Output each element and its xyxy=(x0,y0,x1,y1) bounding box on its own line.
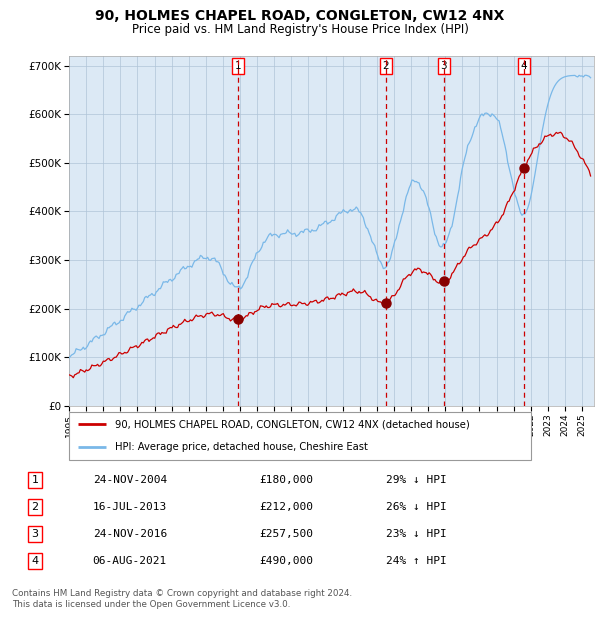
Text: 90, HOLMES CHAPEL ROAD, CONGLETON, CW12 4NX (detached house): 90, HOLMES CHAPEL ROAD, CONGLETON, CW12 … xyxy=(115,419,470,429)
Text: 4: 4 xyxy=(520,61,527,71)
Text: Price paid vs. HM Land Registry's House Price Index (HPI): Price paid vs. HM Land Registry's House … xyxy=(131,23,469,36)
Text: 1: 1 xyxy=(32,475,38,485)
Text: 1: 1 xyxy=(235,61,242,71)
Text: £490,000: £490,000 xyxy=(260,556,314,566)
Text: 24% ↑ HPI: 24% ↑ HPI xyxy=(386,556,447,566)
Text: £180,000: £180,000 xyxy=(260,475,314,485)
Text: 26% ↓ HPI: 26% ↓ HPI xyxy=(386,502,447,512)
Text: HPI: Average price, detached house, Cheshire East: HPI: Average price, detached house, Ches… xyxy=(115,443,368,453)
Text: Contains HM Land Registry data © Crown copyright and database right 2024.
This d: Contains HM Land Registry data © Crown c… xyxy=(12,590,352,609)
Text: £212,000: £212,000 xyxy=(260,502,314,512)
Text: 3: 3 xyxy=(440,61,447,71)
Text: 24-NOV-2004: 24-NOV-2004 xyxy=(92,475,167,485)
Text: 2: 2 xyxy=(383,61,389,71)
Text: 06-AUG-2021: 06-AUG-2021 xyxy=(92,556,167,566)
Text: 23% ↓ HPI: 23% ↓ HPI xyxy=(386,529,447,539)
Text: 29% ↓ HPI: 29% ↓ HPI xyxy=(386,475,447,485)
FancyBboxPatch shape xyxy=(69,412,531,460)
Text: 2: 2 xyxy=(31,502,38,512)
Text: 4: 4 xyxy=(31,556,38,566)
Text: 16-JUL-2013: 16-JUL-2013 xyxy=(92,502,167,512)
Text: 24-NOV-2016: 24-NOV-2016 xyxy=(92,529,167,539)
Text: 3: 3 xyxy=(32,529,38,539)
Text: 90, HOLMES CHAPEL ROAD, CONGLETON, CW12 4NX: 90, HOLMES CHAPEL ROAD, CONGLETON, CW12 … xyxy=(95,9,505,24)
Text: £257,500: £257,500 xyxy=(260,529,314,539)
